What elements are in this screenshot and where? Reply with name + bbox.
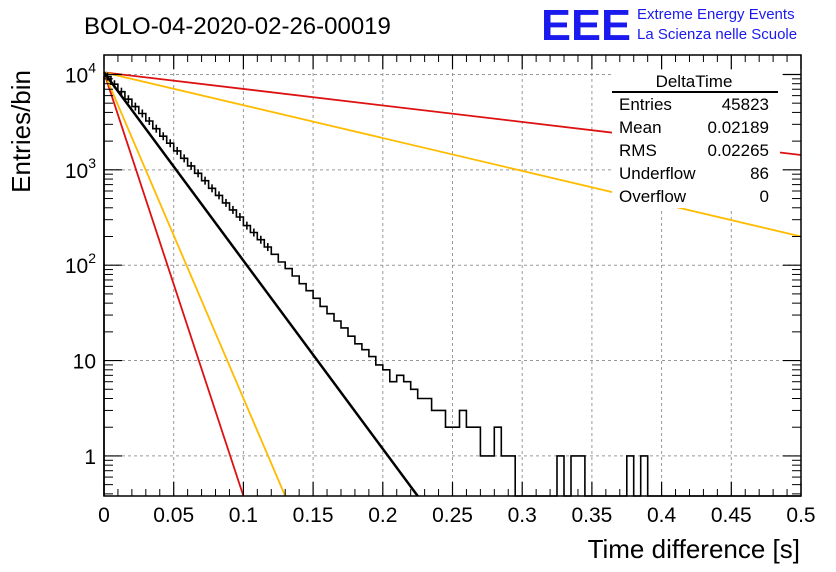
x-tick-label: 0.4 bbox=[647, 504, 677, 527]
x-tick-label: 0.3 bbox=[508, 504, 537, 527]
stats-value-mean: 0.02189 bbox=[708, 118, 769, 137]
y-tick-label: 102 bbox=[65, 250, 96, 278]
x-tick-label: 0.5 bbox=[786, 504, 815, 527]
histogram-outline bbox=[103, 75, 801, 497]
x-tick-label: 0 bbox=[98, 504, 110, 527]
eee-logo-mark: EEE bbox=[541, 1, 631, 50]
x-tick-label: 0.35 bbox=[571, 504, 612, 527]
y-axis-label: Entries/bin bbox=[6, 70, 36, 193]
stats-label-rms: RMS bbox=[619, 141, 657, 160]
x-tick-label: 0.25 bbox=[432, 504, 473, 527]
y-tick-label: 103 bbox=[65, 155, 96, 183]
stats-box: DeltaTime Entries 45823 Mean 0.02189 RMS… bbox=[612, 72, 780, 208]
curve-black-0 bbox=[102, 71, 419, 497]
eee-logo: EEE Extreme Energy Events La Scienza nel… bbox=[541, 1, 797, 50]
stats-label-mean: Mean bbox=[619, 118, 662, 137]
y-tick-label: 104 bbox=[65, 59, 96, 87]
stats-value-overflow: 0 bbox=[760, 187, 769, 206]
curve-yellow-4 bbox=[103, 72, 287, 497]
x-tick-label: 0.45 bbox=[711, 504, 752, 527]
y-tick-label: 10 bbox=[73, 351, 96, 374]
stats-value-underflow: 86 bbox=[750, 164, 769, 183]
histogram-layer bbox=[103, 72, 801, 497]
x-tick-label: 0.2 bbox=[368, 504, 397, 527]
series-layer bbox=[102, 71, 802, 497]
stats-label-entries: Entries bbox=[619, 95, 672, 114]
logo-line-1: Extreme Energy Events bbox=[637, 6, 795, 23]
stats-value-rms: 0.02265 bbox=[708, 141, 769, 160]
stats-label-underflow: Underflow bbox=[619, 164, 696, 183]
run-title: BOLO-04-2020-02-26-00019 bbox=[84, 13, 391, 40]
stats-label-overflow: Overflow bbox=[619, 187, 687, 206]
curve-red-3 bbox=[103, 72, 245, 497]
axis-ticks: 0 0.05 0.1 0.15 0.2 0.25 0.3 0.35 0.4 0.45 0.5 1 10 1… bbox=[65, 55, 816, 527]
x-tick-label: 0.15 bbox=[293, 504, 334, 527]
curve-yellow-2 bbox=[103, 71, 802, 238]
x-tick-label: 0.05 bbox=[153, 504, 194, 527]
stats-value-entries: 45823 bbox=[722, 95, 769, 114]
logo-line-2: La Scienza nelle Scuole bbox=[637, 26, 797, 43]
stats-box-title: DeltaTime bbox=[656, 72, 733, 91]
y-tick-label: 1 bbox=[84, 446, 96, 469]
x-axis-label: Time difference [s] bbox=[588, 534, 800, 564]
x-tick-label: 0.1 bbox=[229, 504, 258, 527]
